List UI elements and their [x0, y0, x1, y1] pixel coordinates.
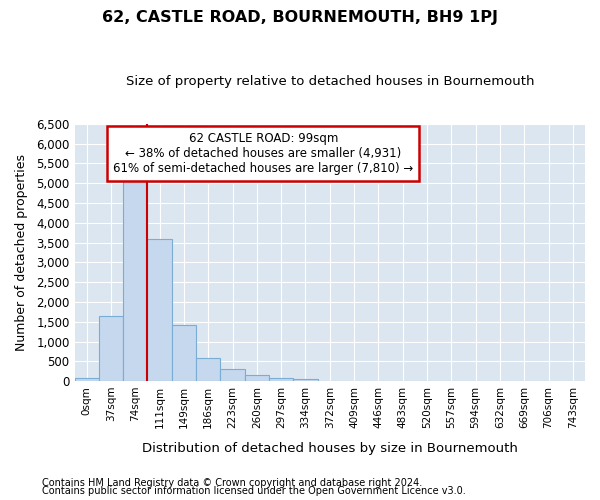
Text: 62, CASTLE ROAD, BOURNEMOUTH, BH9 1PJ: 62, CASTLE ROAD, BOURNEMOUTH, BH9 1PJ [102, 10, 498, 25]
Title: Size of property relative to detached houses in Bournemouth: Size of property relative to detached ho… [125, 75, 534, 88]
Bar [245, 375, 269, 381]
Bar [74, 378, 99, 381]
Bar [269, 378, 293, 381]
Bar [172, 325, 196, 381]
Text: Contains HM Land Registry data © Crown copyright and database right 2024.: Contains HM Land Registry data © Crown c… [42, 478, 422, 488]
X-axis label: Distribution of detached houses by size in Bournemouth: Distribution of detached houses by size … [142, 442, 518, 455]
Bar [99, 316, 123, 381]
Bar [123, 180, 148, 381]
Bar [293, 380, 317, 381]
Bar [148, 238, 172, 381]
Bar [317, 380, 342, 381]
Text: 62 CASTLE ROAD: 99sqm
← 38% of detached houses are smaller (4,931)
61% of semi-d: 62 CASTLE ROAD: 99sqm ← 38% of detached … [113, 132, 413, 174]
Bar [196, 358, 220, 381]
Y-axis label: Number of detached properties: Number of detached properties [15, 154, 28, 351]
Bar [220, 370, 245, 381]
Text: Contains public sector information licensed under the Open Government Licence v3: Contains public sector information licen… [42, 486, 466, 496]
